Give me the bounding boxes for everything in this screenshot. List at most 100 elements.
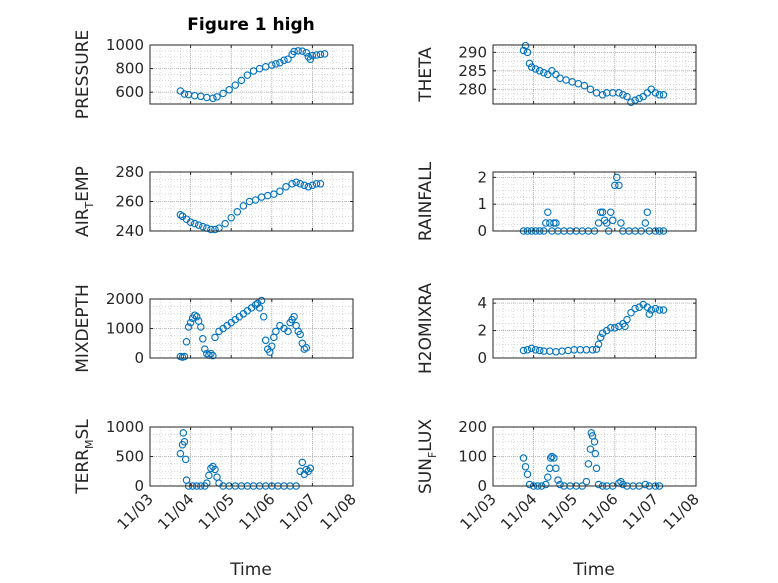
data-point <box>582 477 591 486</box>
y-axis-label: RAINFALL <box>416 161 436 241</box>
data-point <box>542 219 550 227</box>
x-tick-label: 11/03 <box>457 490 500 533</box>
data-point <box>525 480 534 489</box>
y-tick-label: 0 <box>134 477 144 495</box>
data-point <box>211 465 219 474</box>
y-tick-label: 600 <box>115 83 144 101</box>
data-point <box>623 92 631 101</box>
data-point <box>540 68 548 77</box>
data-point <box>280 56 288 65</box>
data-point <box>296 330 304 339</box>
data-point <box>525 59 534 68</box>
y-tick-label: 2000 <box>106 290 144 308</box>
data-point <box>615 89 623 97</box>
data-point <box>586 85 595 94</box>
data-point <box>257 296 266 305</box>
data-point <box>639 92 647 101</box>
data-point <box>586 445 595 453</box>
data-point <box>623 315 631 324</box>
panel-air-temp: 240 260 280 AIRTEMP <box>73 163 354 240</box>
x-tick-label: 11/06 <box>235 490 278 533</box>
data-point <box>591 449 600 458</box>
data-point <box>588 346 597 354</box>
y-tick-label: 1000 <box>106 418 144 436</box>
data-point <box>261 336 270 345</box>
data-point <box>592 464 601 473</box>
axes-box <box>492 298 697 359</box>
data-point <box>292 178 300 187</box>
data-point <box>199 335 207 343</box>
data-point <box>306 55 315 63</box>
data-point <box>519 46 528 55</box>
data-point <box>259 312 268 321</box>
data-point <box>197 323 205 331</box>
data-point <box>316 180 325 188</box>
data-point <box>619 91 627 99</box>
data-point <box>300 345 309 353</box>
data-point <box>276 187 284 195</box>
data-point <box>227 213 235 222</box>
data-point <box>617 219 625 227</box>
x-tick-label: 11/07 <box>619 490 662 533</box>
data-point <box>596 208 605 216</box>
data-point <box>627 98 635 106</box>
data-point <box>546 454 555 462</box>
data-point <box>611 324 619 332</box>
data-point <box>231 81 240 89</box>
x-tick-label: 11/06 <box>578 490 621 533</box>
data-point <box>312 180 321 188</box>
data-point <box>243 71 252 79</box>
data-point <box>284 55 292 63</box>
data-point <box>194 221 203 229</box>
x-axis-label-left: Time <box>229 560 272 580</box>
data-point <box>647 306 656 314</box>
data-point <box>521 463 530 471</box>
y-tick-label: 285 <box>458 62 487 80</box>
data-point <box>199 222 207 231</box>
y-tick-label: 1000 <box>106 320 144 338</box>
data-point <box>284 327 292 336</box>
data-point <box>290 312 298 321</box>
data-point <box>594 480 603 489</box>
data-point <box>641 219 650 227</box>
panel-terr-msl: 0 500 1000 TERRMSL 11/0311/0411/0511/0611/07… <box>73 418 360 533</box>
data-point <box>602 219 611 227</box>
data-point <box>296 180 304 188</box>
panel-h2omixra: 0 2 4 H2OMIXRA <box>416 283 697 374</box>
y-axis-label: SUNFLUX <box>416 419 439 494</box>
data-point <box>233 208 242 216</box>
data-point <box>606 208 615 216</box>
data-point <box>584 460 593 468</box>
data-point <box>251 196 260 204</box>
data-point <box>186 318 195 327</box>
data-point <box>205 471 213 480</box>
data-point <box>298 47 307 55</box>
data-point <box>631 304 639 313</box>
y-tick-label: 280 <box>115 163 144 181</box>
data-point <box>594 340 603 349</box>
data-point <box>519 346 528 355</box>
data-point <box>268 342 276 350</box>
data-point <box>598 208 607 216</box>
data-point <box>635 94 643 103</box>
data-point <box>209 351 217 360</box>
data-point <box>655 306 664 314</box>
y-tick-label: 290 <box>458 43 487 61</box>
y-tick-label: 2 <box>477 168 487 186</box>
data-point <box>211 225 219 234</box>
data-point <box>300 181 309 190</box>
y-tick-label: 0 <box>477 222 487 240</box>
data-point <box>552 219 560 227</box>
y-tick-label: 2 <box>477 322 487 340</box>
data-point <box>606 324 615 332</box>
data-point <box>219 89 227 98</box>
data-point <box>268 61 276 69</box>
y-tick-label: 260 <box>115 193 144 211</box>
data-point <box>535 346 544 355</box>
y-tick-label: 1000 <box>106 36 144 54</box>
panel-sun-flux: 0 100 200 SUNFLUX 11/0311/0411/0511/0611/071… <box>416 418 703 533</box>
data-point <box>176 449 185 458</box>
data-point <box>596 333 605 342</box>
data-point <box>290 47 298 56</box>
